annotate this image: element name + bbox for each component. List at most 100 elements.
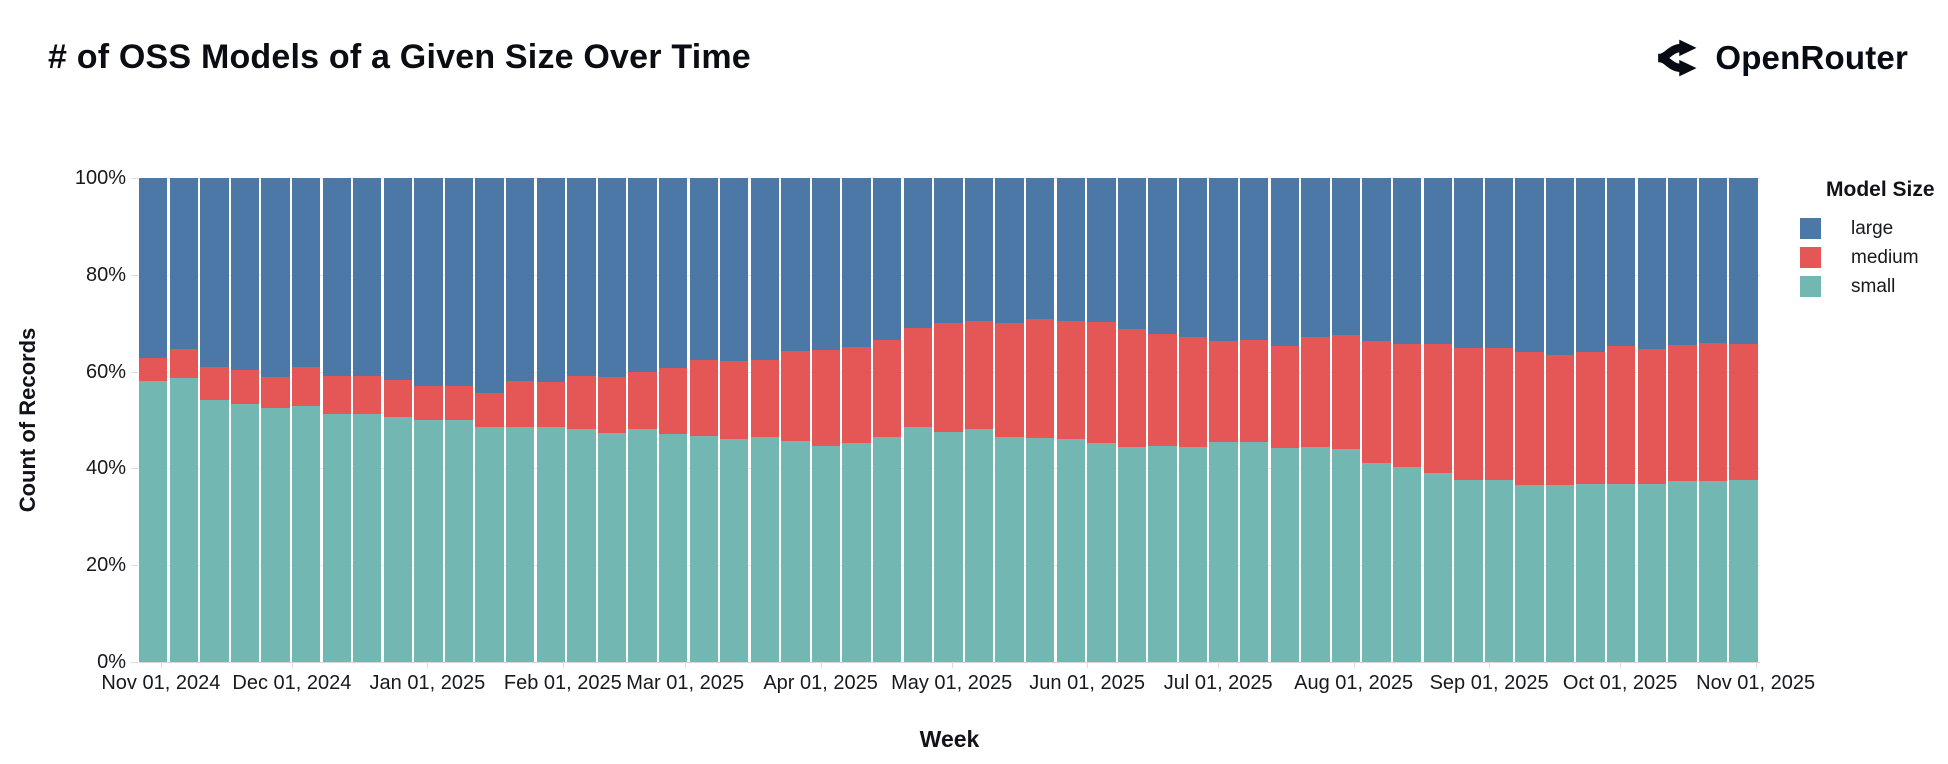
legend-label-large: large (1851, 217, 1894, 239)
x-tick-label: Jun 01, 2025 (1029, 672, 1145, 694)
bar-segment-large (169, 178, 198, 350)
bar-segment-small (1270, 447, 1300, 662)
y-tick-mark-20 (131, 565, 138, 567)
bar-segment-medium (628, 372, 657, 429)
bar-segment-small (1484, 479, 1514, 662)
bar-segment-small (1087, 443, 1116, 662)
bar-segment-large (995, 178, 1024, 324)
bar-segment-medium (353, 376, 382, 415)
bar-segment-large (567, 178, 596, 376)
bar-segment-small (1301, 446, 1330, 662)
bar-segment-large (811, 178, 841, 350)
bar-segment-large (1270, 178, 1300, 346)
x-tick-mark (1755, 662, 1757, 668)
bar-segment-small (1178, 447, 1208, 662)
legend-item-small: small (1800, 276, 1946, 297)
bar-segment-medium (1148, 333, 1177, 446)
bar-segment-medium (1025, 319, 1055, 438)
y-axis-title: Count of Records (15, 327, 40, 513)
bar-segment-large (353, 178, 382, 377)
legend-label-small: small (1851, 275, 1896, 297)
bar-segment-small (383, 416, 413, 662)
x-tick-mark (820, 662, 822, 668)
bar-segment-medium (139, 357, 168, 381)
bar-segment-medium (1392, 344, 1422, 467)
bar-segment-medium (1607, 346, 1636, 485)
y-tick-mark-0 (131, 662, 138, 663)
bar-segment-medium (322, 376, 351, 414)
bar-segment-large (1056, 178, 1085, 322)
y-tick-mark-80 (131, 274, 138, 276)
bar-segment-medium (506, 380, 535, 428)
bar-segment-small (475, 427, 504, 662)
bar-segment-small (842, 443, 871, 662)
bar-segment-medium (964, 321, 994, 429)
bar-segment-small (1454, 479, 1483, 662)
bar-segment-small (1392, 466, 1422, 662)
x-axis-title: Week (919, 726, 980, 752)
bar-segment-large (842, 178, 871, 348)
bar-segment-large (1025, 178, 1055, 320)
bar-segment-large (230, 178, 260, 371)
bar-segment-large (658, 178, 688, 368)
bar-segment-medium (934, 323, 963, 432)
bar-segment-medium (903, 327, 932, 428)
bar-segment-large (1545, 178, 1575, 356)
y-tick-mark-100 (131, 178, 138, 179)
plot-area (139, 178, 1760, 662)
x-tick-label: Jul 01, 2025 (1163, 672, 1273, 694)
bar-segment-small (1148, 445, 1177, 662)
bar-segment-medium (658, 367, 688, 434)
bar-segment-small (567, 428, 596, 662)
y-tick-label-60: 60% (85, 360, 126, 383)
bar-segment-medium (1515, 352, 1544, 485)
bar-segment-small (200, 399, 229, 662)
bar-segment-small (230, 404, 260, 662)
bar-segment-medium (1240, 340, 1269, 443)
bar-segment-large (628, 178, 657, 373)
x-tick-mark (160, 662, 162, 668)
bar-segment-large (903, 178, 932, 328)
legend-title: Model Size (1826, 178, 1935, 201)
bar-segment-large (536, 178, 565, 383)
bar-segment-large (414, 178, 443, 386)
bar-segment-small (261, 408, 290, 662)
bar-segment-small (414, 420, 443, 662)
x-tick-label: Apr 01, 2025 (763, 672, 878, 694)
bar-segment-small (658, 433, 688, 662)
x-tick-label: Mar 01, 2025 (626, 672, 745, 694)
bar-segment-medium (1637, 348, 1667, 484)
bar-segment-medium (1331, 334, 1361, 450)
bar-segment-large (1729, 178, 1758, 345)
bar-segment-small (139, 380, 168, 662)
bar-segment-small (720, 439, 749, 662)
bar-segment-medium (1454, 348, 1483, 480)
x-tick-mark (1087, 662, 1089, 668)
x-tick-label: Feb 01, 2025 (503, 672, 622, 694)
bar-segment-medium (1545, 355, 1575, 485)
x-tick-label: Nov 01, 2025 (1696, 672, 1816, 694)
x-tick-label: Sep 01, 2025 (1429, 672, 1549, 694)
x-tick-label: Jan 01, 2025 (369, 672, 486, 694)
bar-segment-medium (444, 385, 474, 420)
bar-segment-medium (720, 360, 749, 440)
bar-segment-large (689, 178, 718, 360)
y-tick-label-20: 20% (85, 554, 126, 577)
bar-segment-large (506, 178, 535, 381)
bar-segment-small (169, 378, 198, 662)
x-tick-mark (427, 662, 429, 668)
bar-segment-large (475, 178, 504, 393)
bar-segment-medium (842, 347, 871, 444)
bar-segment-small (995, 437, 1024, 662)
bar-segment-large (1454, 178, 1483, 349)
legend-label-medium: medium (1851, 246, 1919, 268)
bar-segment-medium (200, 366, 229, 400)
bar-segment-medium (291, 367, 321, 406)
bar-segment-large (1484, 178, 1514, 348)
bar-segment-large (750, 178, 780, 360)
bar-segment-medium (261, 376, 290, 409)
bar-segment-large (1209, 178, 1238, 342)
brand-name: OpenRouter (1715, 39, 1908, 76)
